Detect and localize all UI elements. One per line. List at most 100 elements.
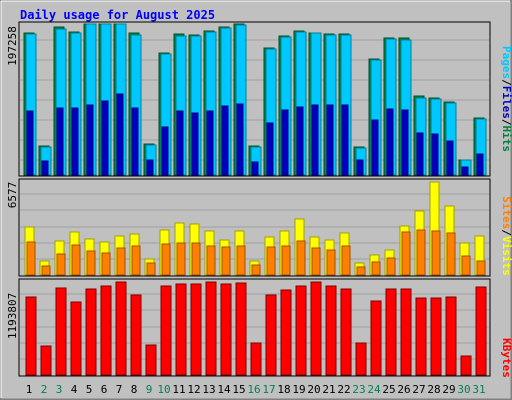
bar-kbytes-day-3	[55, 287, 67, 376]
bar-pages-day-20	[311, 104, 319, 176]
bar-sites-day-7	[116, 247, 126, 276]
bar-sites-day-11	[176, 242, 186, 276]
bar-sites-day-21	[326, 249, 336, 276]
bar-kbytes-day-20	[310, 281, 322, 376]
bar-kbytes-day-7	[115, 281, 127, 376]
bar-pages-day-14	[221, 105, 229, 176]
bar-kbytes-day-23	[355, 342, 367, 376]
bar-pages-day-18	[281, 109, 289, 176]
x-tick-label-day-20: 20	[307, 383, 320, 396]
bar-pages-day-30	[461, 166, 469, 176]
bar-kbytes-day-29	[445, 296, 457, 376]
bar-kbytes-day-21	[325, 285, 337, 376]
x-tick-label-day-15: 15	[232, 383, 245, 396]
bar-sites-day-4	[71, 244, 81, 276]
x-tick-label-day-6: 6	[101, 383, 108, 396]
x-tick-label-day-31: 31	[472, 383, 485, 396]
bar-sites-day-27	[416, 229, 426, 276]
bar-kbytes-day-24	[370, 300, 382, 376]
bar-pages-day-2	[41, 160, 49, 176]
legend-sites: Sites	[500, 196, 512, 229]
x-tick-label-day-27: 27	[412, 383, 425, 396]
bar-pages-day-22	[341, 104, 349, 176]
x-tick-label-day-14: 14	[217, 383, 231, 396]
bar-kbytes-day-13	[205, 281, 217, 376]
bar-pages-day-3	[56, 107, 64, 176]
bar-pages-day-16	[251, 161, 259, 176]
bar-sites-day-5	[86, 250, 96, 276]
legend-hits: Hits	[500, 126, 512, 153]
bar-pages-day-31	[476, 153, 484, 176]
bar-sites-day-31	[476, 260, 486, 276]
x-tick-label-day-21: 21	[322, 383, 335, 396]
y-axis-max-label: 1193807	[6, 293, 19, 339]
bar-sites-day-24	[371, 261, 381, 276]
bar-pages-day-15	[236, 103, 244, 176]
x-tick-label-day-29: 29	[442, 383, 455, 396]
bar-kbytes-day-19	[295, 285, 307, 376]
bar-kbytes-day-25	[385, 288, 397, 376]
bar-kbytes-day-17	[265, 294, 277, 376]
bar-sites-day-28	[431, 230, 441, 276]
x-tick-label-day-11: 11	[172, 383, 185, 396]
bar-sites-day-10	[161, 243, 171, 276]
bar-kbytes-day-8	[130, 294, 142, 376]
bar-pages-day-8	[131, 107, 139, 176]
x-tick-label-day-9: 9	[146, 383, 153, 396]
bar-pages-day-26	[401, 109, 409, 176]
bar-pages-day-6	[101, 100, 109, 176]
bar-sites-day-19	[296, 240, 306, 276]
x-tick-label-day-26: 26	[397, 383, 410, 396]
bar-kbytes-day-6	[100, 285, 112, 376]
bar-pages-day-24	[371, 119, 379, 176]
bar-sites-day-22	[341, 245, 351, 276]
bar-kbytes-day-11	[175, 283, 187, 376]
bar-kbytes-day-18	[280, 289, 292, 376]
bar-pages-day-13	[206, 110, 214, 176]
bar-sites-day-20	[311, 247, 321, 276]
legend-separator: /	[500, 119, 512, 126]
x-tick-label-day-16: 16	[247, 383, 260, 396]
bar-kbytes-day-28	[430, 297, 442, 376]
bar-pages-day-17	[266, 122, 274, 176]
bar-sites-day-30	[461, 255, 471, 276]
bar-pages-day-1	[26, 110, 34, 176]
x-tick-label-day-10: 10	[157, 383, 170, 396]
bar-pages-day-7	[116, 93, 124, 176]
bar-kbytes-day-12	[190, 283, 202, 376]
right-axis-legend: Sites/Visits	[500, 196, 512, 276]
bar-sites-day-18	[281, 245, 291, 276]
x-tick-label-day-23: 23	[352, 383, 365, 396]
x-tick-label-day-25: 25	[382, 383, 395, 396]
bar-kbytes-day-5	[85, 288, 97, 376]
x-tick-label-day-24: 24	[367, 383, 381, 396]
bar-sites-day-9	[146, 262, 156, 276]
bar-pages-day-11	[176, 110, 184, 176]
x-tick-label-day-12: 12	[187, 383, 200, 396]
x-tick-label-day-3: 3	[56, 383, 63, 396]
x-tick-label-day-13: 13	[202, 383, 215, 396]
bar-pages-day-10	[161, 126, 169, 176]
x-tick-label-day-8: 8	[131, 383, 138, 396]
bar-pages-day-23	[356, 159, 364, 176]
legend-files: Files	[500, 86, 512, 119]
bar-kbytes-day-30	[460, 355, 472, 376]
x-tick-label-day-7: 7	[116, 383, 123, 396]
bar-pages-day-25	[386, 108, 394, 176]
x-tick-label-day-30: 30	[457, 383, 470, 396]
legend-separator: /	[500, 79, 512, 86]
bar-pages-day-4	[71, 107, 79, 176]
bar-sites-day-12	[191, 242, 201, 276]
bar-pages-day-28	[431, 133, 439, 176]
bar-sites-day-3	[56, 253, 66, 276]
x-tick-label-day-18: 18	[277, 383, 290, 396]
bar-kbytes-day-26	[400, 288, 412, 376]
right-axis-legend: Pages/Files/Hits	[500, 46, 512, 152]
bar-pages-day-27	[416, 132, 424, 176]
bar-sites-day-13	[206, 245, 216, 276]
bar-sites-day-26	[401, 231, 411, 276]
bar-pages-day-19	[296, 106, 304, 176]
x-tick-label-day-19: 19	[292, 383, 305, 396]
